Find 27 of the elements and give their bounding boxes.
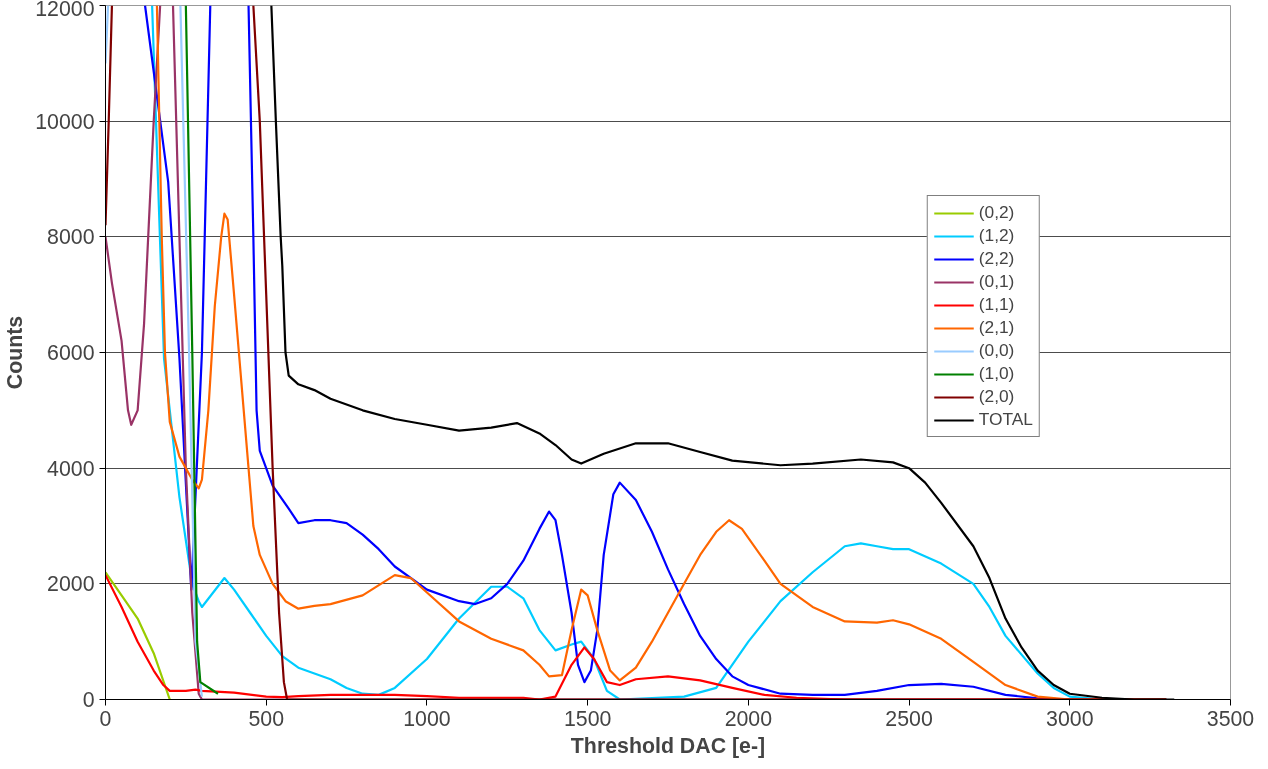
legend-label: (0,1) [978,271,1015,292]
x-tick-label: 1500 [563,706,612,731]
y-tick-label: 10000 [35,109,95,134]
x-tick-label: 3500 [1206,706,1255,731]
legend-label: (1,1) [978,294,1015,315]
legend-label: (2,1) [978,317,1015,338]
y-tick-label: 12000 [35,0,95,21]
legend-label: (1,2) [978,225,1015,246]
legend-label: (0,2) [978,202,1015,223]
x-tick-label: 2500 [885,706,933,731]
x-tick-label: 3000 [1046,706,1094,731]
y-tick-label: 0 [82,688,95,712]
legend-label: (2,0) [978,386,1015,407]
legend-label: (1,0) [978,363,1015,384]
legend-label: (0,0) [978,340,1015,361]
x-tick-label: 1000 [403,706,451,731]
legend-label: TOTAL [978,409,1033,430]
x-tick-label: 0 [99,706,112,731]
y-tick-label: 2000 [47,572,95,597]
x-tick-label: 2000 [724,706,773,731]
x-tick-label: 500 [248,706,285,731]
y-tick-label: 6000 [47,341,95,365]
y-tick-label: 4000 [47,456,95,481]
legend-label: (2,2) [978,248,1015,269]
y-tick-label: 8000 [47,225,95,250]
x-axis-title: Threshold DAC [e-] [570,733,766,758]
y-axis-title: Counts [3,315,28,390]
